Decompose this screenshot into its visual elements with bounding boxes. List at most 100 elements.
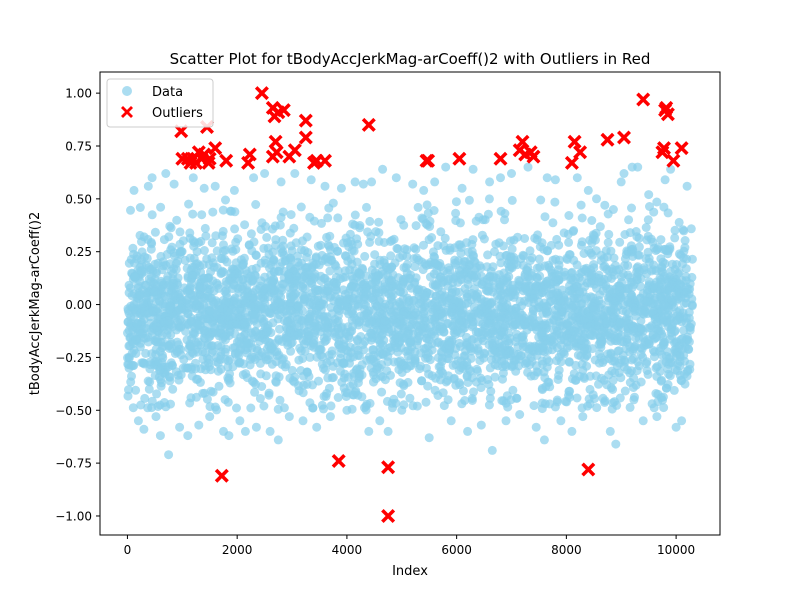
chart-title: Scatter Plot for tBodyAccJerkMag-arCoeff… (170, 50, 651, 68)
data-point (187, 271, 197, 281)
data-point (250, 387, 260, 397)
data-point (439, 241, 449, 251)
data-point (135, 342, 145, 352)
data-point (348, 274, 358, 284)
data-point (347, 306, 357, 316)
data-point (419, 240, 428, 250)
data-point (486, 299, 495, 309)
data-point (274, 334, 284, 344)
outlier-point (381, 460, 396, 475)
data-point (451, 197, 461, 207)
data-point (659, 403, 669, 413)
data-point (216, 347, 226, 357)
data-point (218, 205, 228, 215)
data-point (365, 237, 375, 247)
data-point (157, 350, 167, 360)
data-point (536, 195, 546, 205)
data-point (218, 246, 228, 256)
data-point (134, 281, 143, 290)
outlier-point (254, 86, 269, 101)
data-point (331, 282, 341, 292)
y-tick-label: 0.25 (65, 245, 92, 259)
data-point (572, 393, 582, 403)
data-point (290, 169, 300, 178)
data-point (686, 224, 696, 234)
data-point (156, 276, 166, 286)
outlier-point (657, 141, 671, 156)
data-point (402, 251, 412, 261)
data-point (625, 402, 635, 412)
data-point (579, 249, 589, 258)
data-point (155, 364, 165, 374)
legend-box (106, 78, 214, 128)
data-point (429, 326, 439, 336)
data-point (313, 285, 323, 295)
data-point (393, 357, 403, 367)
data-point (124, 288, 134, 298)
outlier-point (660, 107, 675, 122)
data-point (308, 258, 318, 268)
data-point (673, 359, 683, 369)
data-point (462, 370, 472, 380)
data-point (540, 399, 550, 409)
data-point (124, 280, 134, 290)
data-point (226, 268, 236, 278)
data-point (487, 445, 497, 455)
legend-outlier-marker (121, 106, 133, 118)
data-point (588, 302, 598, 312)
data-point (152, 322, 162, 332)
data-point (476, 383, 486, 393)
data-point (138, 298, 148, 308)
data-point (247, 264, 257, 274)
outlier-point (318, 153, 332, 168)
data-point (224, 431, 234, 441)
data-points-layer (123, 162, 697, 460)
data-point (544, 377, 554, 387)
data-point (219, 267, 228, 277)
data-point (534, 254, 544, 264)
data-point (585, 330, 595, 340)
data-point (150, 336, 160, 346)
data-point (515, 410, 525, 419)
data-point (482, 286, 492, 296)
data-point (144, 384, 154, 394)
data-point (380, 282, 390, 292)
data-point (188, 173, 198, 183)
data-point (256, 225, 266, 234)
data-point (674, 217, 684, 227)
data-point (188, 262, 197, 272)
data-point (616, 337, 626, 347)
data-point (580, 324, 590, 334)
data-point (367, 279, 377, 289)
data-point (552, 356, 561, 366)
data-point (265, 426, 275, 436)
data-point (507, 195, 517, 205)
data-point (483, 250, 493, 260)
y-tick-label: 1.00 (65, 87, 92, 101)
data-point (223, 397, 233, 407)
data-point (308, 403, 318, 413)
data-point (473, 366, 482, 376)
data-point (578, 412, 588, 422)
data-point (479, 234, 489, 244)
data-point (565, 392, 575, 402)
outlier-point (493, 151, 508, 166)
outlier-point (381, 509, 396, 523)
data-point (642, 357, 652, 367)
data-point (577, 403, 587, 413)
data-point (220, 354, 230, 364)
data-point (199, 246, 209, 255)
data-point (587, 216, 597, 225)
data-point (267, 359, 277, 369)
data-point (495, 346, 505, 356)
data-point (153, 258, 163, 268)
data-point (172, 215, 182, 225)
data-point (361, 323, 371, 333)
data-point (232, 268, 242, 278)
data-point (442, 319, 452, 329)
data-point (579, 314, 589, 324)
data-point (511, 303, 521, 313)
data-point (623, 284, 633, 294)
data-point (259, 401, 269, 411)
data-point (373, 362, 382, 372)
